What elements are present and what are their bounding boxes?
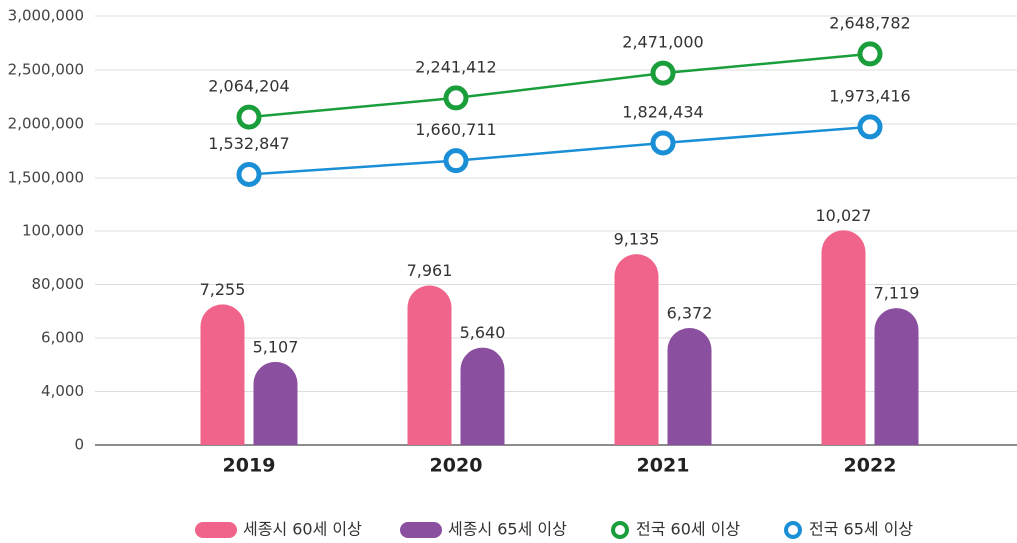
bar <box>821 230 866 445</box>
data-label: 2,471,000 <box>622 33 703 52</box>
data-label: 5,107 <box>253 337 299 356</box>
data-label: 6,372 <box>667 304 713 323</box>
data-label: 7,255 <box>200 280 246 299</box>
legend-swatch <box>784 521 802 539</box>
bar <box>667 328 712 445</box>
y-tick-label: 80,000 <box>32 275 85 293</box>
data-label: 2,648,782 <box>829 13 910 32</box>
data-label: 5,640 <box>460 323 506 342</box>
data-label: 10,027 <box>816 206 872 225</box>
bar <box>200 304 245 445</box>
legend-label: 세종시 65세 이상 <box>448 520 567 539</box>
bar <box>253 361 298 445</box>
bar <box>460 347 505 445</box>
legend-label: 전국 65세 이상 <box>809 520 913 539</box>
data-label: 9,135 <box>614 230 660 249</box>
x-tick-label: 2020 <box>430 455 483 477</box>
y-tick-label: 100,000 <box>22 222 84 240</box>
marker <box>650 60 676 86</box>
data-label: 7,961 <box>407 261 453 280</box>
y-tick-label: 6,000 <box>41 329 84 347</box>
bar <box>614 254 659 445</box>
legend-label: 세종시 60세 이상 <box>243 520 362 539</box>
legend-label: 전국 60세 이상 <box>636 520 740 539</box>
y-tick-label: 1,500,000 <box>8 169 84 187</box>
y-tick-label: 4,000 <box>41 382 84 400</box>
line <box>248 125 871 176</box>
legend-swatch <box>611 521 629 539</box>
legend-swatch <box>195 522 237 538</box>
marker <box>236 161 262 187</box>
y-tick-label: 0 <box>74 436 84 454</box>
data-label: 1,973,416 <box>829 86 910 105</box>
data-label: 7,119 <box>874 284 920 303</box>
marker <box>236 104 262 130</box>
x-tick-label: 2022 <box>844 455 897 477</box>
x-tick-label: 2019 <box>223 455 276 477</box>
data-label: 2,064,204 <box>208 77 289 96</box>
marker <box>443 85 469 111</box>
y-tick-label: 2,000,000 <box>8 115 84 133</box>
y-tick-label: 3,000,000 <box>8 7 84 25</box>
marker <box>443 148 469 174</box>
legend-swatch <box>400 522 442 538</box>
y-tick-label: 2,500,000 <box>8 61 84 79</box>
marker <box>857 114 883 140</box>
data-label: 1,660,711 <box>415 120 496 139</box>
bar <box>407 285 452 445</box>
data-label: 1,824,434 <box>622 102 703 121</box>
data-label: 1,532,847 <box>208 134 289 153</box>
x-tick-label: 2021 <box>637 455 690 477</box>
marker <box>650 130 676 156</box>
bar <box>874 308 919 445</box>
line <box>248 52 871 119</box>
data-label: 2,241,412 <box>415 57 496 76</box>
marker <box>857 41 883 67</box>
